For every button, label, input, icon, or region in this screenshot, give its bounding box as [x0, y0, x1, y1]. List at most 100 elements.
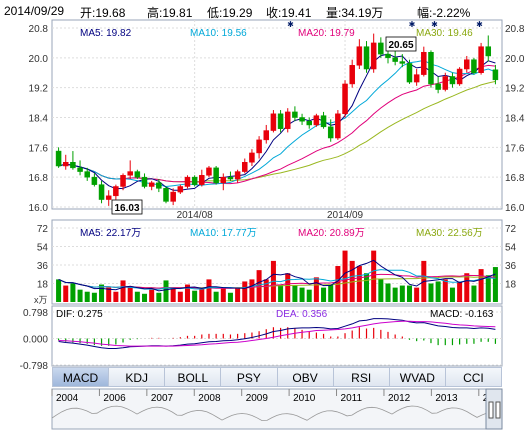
- volume-bar: [449, 287, 455, 302]
- timeline-handle-grip-left: [488, 401, 494, 419]
- tab-wvad[interactable]: WVAD: [389, 367, 446, 387]
- volume-bar: [485, 275, 491, 302]
- tab-macd[interactable]: MACD: [52, 367, 110, 387]
- tab-rsi[interactable]: RSI: [333, 367, 390, 387]
- vol-legend-ma10: MA10: 17.77万: [190, 228, 257, 239]
- volume-bar: [378, 279, 384, 302]
- candle-body: [363, 46, 370, 70]
- candle-body: [327, 126, 334, 139]
- volume-bar: [406, 285, 412, 302]
- volume-bar: [220, 288, 226, 302]
- volume-bar: [113, 291, 119, 302]
- candle-body: [385, 53, 391, 59]
- event-marker-icon: ✱: [431, 20, 438, 29]
- candle-body: [256, 139, 262, 154]
- candle-body: [177, 186, 184, 193]
- low-annotation-box: [111, 199, 143, 215]
- tab-kdj[interactable]: KDJ: [109, 367, 166, 387]
- tab-psy[interactable]: PSY: [221, 367, 278, 387]
- candle-body: [184, 176, 191, 187]
- volume-bar: [263, 279, 269, 302]
- volume-bar: [492, 267, 498, 302]
- candle-body: [105, 195, 112, 200]
- volume-bar: [464, 273, 470, 302]
- candle-body: [55, 150, 62, 167]
- candle-body: [349, 65, 355, 85]
- quote-close: 收:19.41: [266, 6, 312, 20]
- legend-ma30: MA30: 19.46: [416, 28, 473, 39]
- candle-body: [335, 113, 341, 139]
- volume-bar: [127, 286, 133, 302]
- candle-body: [227, 176, 234, 180]
- volume-bar: [428, 283, 434, 302]
- candle-body: [62, 162, 69, 167]
- vol-tick-right: 18: [505, 280, 517, 291]
- candle-body: [306, 120, 312, 126]
- candle-body: [464, 59, 470, 70]
- event-marker-icon: ✱: [476, 20, 483, 29]
- candle-body: [141, 176, 148, 187]
- candle-body: [270, 113, 277, 131]
- volume-bar: [77, 289, 83, 302]
- volume-bar: [213, 291, 219, 302]
- volume-bar: [471, 285, 477, 302]
- candle-body: [199, 175, 205, 185]
- volume-bar: [177, 291, 183, 302]
- quote-high: 高:19.81: [147, 6, 193, 20]
- legend-ma10: MA10: 19.56: [190, 28, 247, 39]
- macd-tick-left: 0.000: [23, 335, 48, 346]
- timeline-year-label: 2006: [103, 393, 126, 404]
- candle-body: [406, 63, 413, 83]
- price-tick-right: 20.8: [505, 24, 525, 35]
- macd-dea-line: [58, 320, 496, 347]
- candle-body: [299, 117, 305, 122]
- panel-frame: [51, 219, 503, 305]
- candle-body: [163, 188, 169, 202]
- volume-bar: [328, 284, 334, 302]
- candle-body: [170, 191, 176, 202]
- candle-body: [292, 111, 298, 118]
- quote-open: 开:19.68: [80, 6, 126, 20]
- volume-bar: [306, 289, 312, 302]
- volume-bar: [442, 279, 448, 302]
- volume-bar: [399, 285, 405, 302]
- volume-bar: [321, 287, 327, 302]
- high-annotation: 20.65: [388, 40, 413, 51]
- vol-tick-left: 36: [37, 261, 49, 272]
- price-tick-left: 16.0: [29, 203, 49, 214]
- candle-body: [249, 152, 255, 163]
- quote-date: 2014/09/29: [4, 4, 65, 18]
- legend-ma5: MA5: 19.82: [80, 28, 132, 39]
- tab-obv[interactable]: OBV: [277, 367, 334, 387]
- macd-dif-line: [58, 318, 496, 349]
- panel-frame: [51, 19, 503, 210]
- candle-body: [478, 46, 484, 73]
- vol-tick-left: 54: [37, 243, 49, 254]
- price-tick-left: 19.2: [29, 84, 49, 95]
- indicator-tabs: MACD KDJ BOLL PSY OBV RSI WVAD CCI: [52, 367, 502, 387]
- volume-bar: [99, 284, 105, 302]
- quote-low: 低:19.29: [207, 6, 253, 20]
- candle-body: [413, 74, 420, 83]
- candle-body: [428, 51, 434, 85]
- volume-bar: [278, 284, 284, 302]
- volume-bar: [70, 283, 76, 302]
- tab-boll[interactable]: BOLL: [165, 367, 222, 387]
- candle-body: [492, 69, 499, 81]
- volume-bar: [392, 287, 398, 302]
- candle-body: [234, 171, 241, 180]
- price-tick-right: 18.4: [505, 114, 525, 125]
- candle-body: [70, 162, 76, 169]
- candle-body: [206, 167, 212, 176]
- high-annotation-box: [385, 36, 417, 52]
- tab-cci[interactable]: CCI: [445, 367, 502, 387]
- volume-bar: [170, 287, 176, 302]
- candle-body: [220, 176, 227, 184]
- timeline-sparkline: [51, 405, 503, 422]
- event-marker-icon: ✱: [287, 20, 294, 29]
- vol-tick-right: 54: [505, 243, 517, 254]
- volume-bar: [199, 287, 205, 302]
- candle-body: [435, 83, 441, 90]
- candle-body: [485, 46, 492, 57]
